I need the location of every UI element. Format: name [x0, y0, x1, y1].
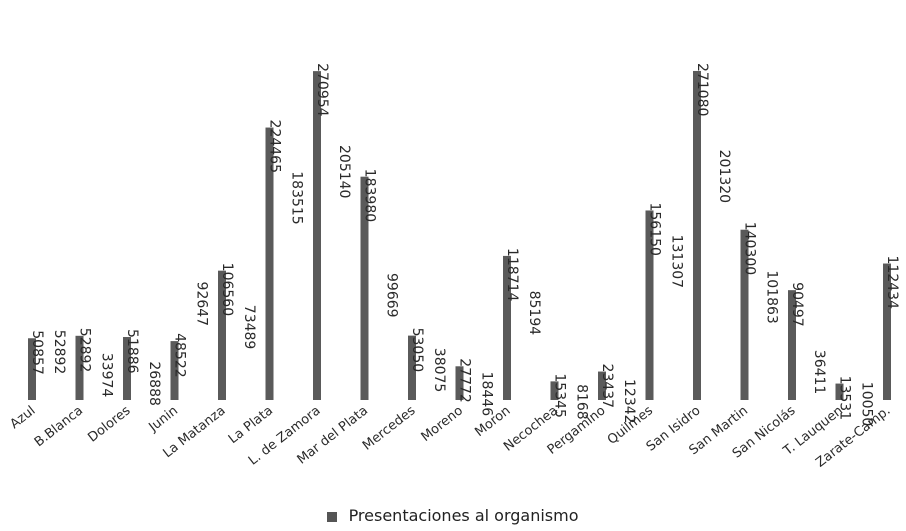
bar-value-label: 52892 [77, 328, 93, 373]
bar-value-label: 224465 [267, 120, 283, 173]
bar [788, 290, 796, 400]
secondary-value-label: 38075 [431, 348, 447, 393]
secondary-value-label: 101863 [764, 270, 780, 323]
bar [408, 335, 416, 400]
category-label: Azul [7, 403, 38, 432]
category-label: B.Blanca [32, 403, 86, 450]
bar [123, 337, 131, 400]
bar-value-label: 140300 [742, 222, 758, 275]
secondary-value-label: 10050 [859, 382, 875, 427]
secondary-value-label: 12342 [621, 379, 637, 424]
bar-value-label: 90497 [789, 282, 805, 327]
secondary-value-label: 36411 [811, 350, 827, 395]
secondary-value-label: 8168 [574, 384, 590, 420]
bar [883, 263, 891, 400]
secondary-value-label: 73489 [241, 305, 257, 350]
bar [455, 366, 464, 400]
bar-value-label: 13531 [837, 376, 853, 421]
bar-value-label: 183980 [362, 169, 378, 222]
bar-value-label: 106560 [219, 263, 235, 316]
bars-group [28, 70, 891, 400]
secondary-value-label: 18446 [479, 372, 495, 417]
bar-value-label: 270954 [314, 63, 330, 117]
bar [170, 341, 179, 400]
secondary-value-label: 99669 [384, 273, 400, 318]
legend: Presentaciones al organismo [0, 506, 906, 525]
secondary-value-label: 205140 [336, 145, 352, 198]
legend-label: Presentaciones al organismo [348, 506, 579, 525]
secondary-value-label: 183515 [289, 171, 305, 224]
bar-value-label: 118714 [504, 248, 520, 302]
category-label: Junin [146, 403, 181, 435]
bar-value-label: 48522 [172, 333, 188, 378]
bar [693, 70, 701, 400]
secondary-value-label: 85194 [526, 291, 542, 336]
bar [265, 127, 274, 400]
bar [835, 383, 844, 400]
bar [75, 335, 84, 400]
bar-value-label: 50857 [29, 330, 45, 375]
category-label: Mercedes [360, 403, 419, 453]
bar-value-label: 23437 [599, 364, 615, 409]
bar-value-label: 53050 [409, 328, 425, 373]
secondary-value-label: 131307 [669, 235, 685, 288]
bar-value-label: 112434 [884, 256, 900, 310]
category-label: Moreno [419, 403, 466, 445]
bar [598, 371, 606, 400]
bar-value-label: 271080 [694, 63, 710, 116]
bar [645, 210, 654, 400]
bar [218, 270, 226, 400]
bar [313, 71, 321, 400]
bar [740, 229, 749, 400]
bar-value-label: 27772 [457, 358, 473, 403]
legend-swatch [327, 511, 338, 522]
bar-value-label: 15345 [552, 373, 568, 418]
category-label: Dolores [85, 403, 133, 445]
bar [360, 176, 369, 400]
secondary-value-label: 33974 [99, 353, 115, 398]
bar-value-label: 156150 [647, 202, 663, 255]
secondary-value-label: 92647 [194, 282, 210, 327]
bar [503, 255, 511, 400]
bar [28, 338, 36, 400]
bar-value-label: 51886 [124, 329, 140, 374]
secondary-value-label: 52892 [51, 330, 67, 375]
value-labels-group: 50857 52892 52892 33974 51886 26888 48522 92647… [29, 63, 900, 427]
secondary-value-label: 201320 [716, 150, 732, 203]
bar [550, 381, 559, 400]
secondary-value-label: 26888 [146, 361, 162, 406]
